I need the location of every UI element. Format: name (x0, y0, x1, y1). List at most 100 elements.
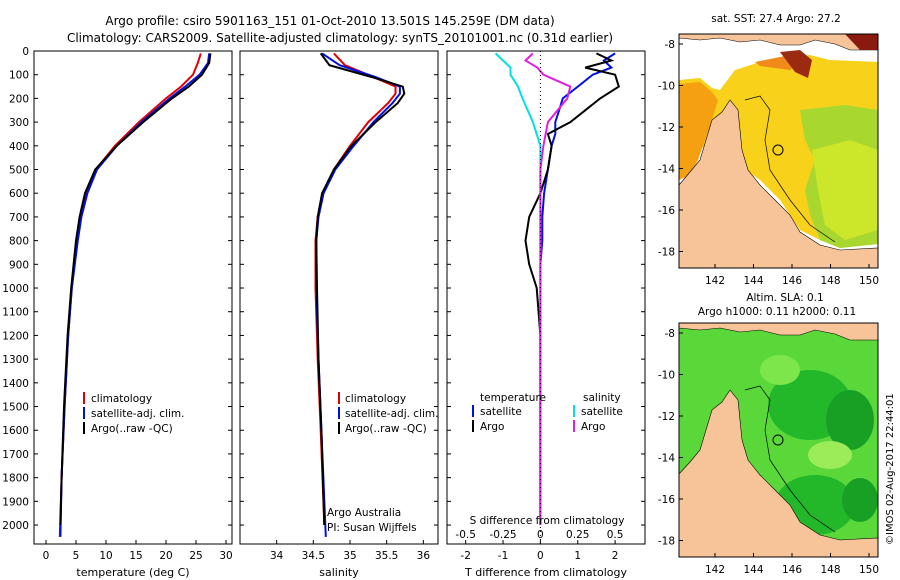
sal-panel-frame (240, 51, 438, 544)
temp-panel-frame (34, 51, 232, 544)
sal-xlabel: salinity (319, 566, 359, 579)
depth-tick-label: 1500 (2, 402, 29, 414)
lat-tick-label: -16 (658, 205, 675, 217)
sla-high-1 (760, 355, 800, 385)
pi-note: PI: Susan Wijffels (327, 522, 417, 534)
x-tick-label: 15 (129, 550, 142, 562)
x-tick-label: 10 (99, 550, 112, 562)
depth-tick-label: 400 (9, 141, 29, 153)
temp-x-ticks: 0 5 10 15 20 25 30 (43, 540, 233, 562)
legend-clim-label: climatology (345, 393, 406, 405)
lat-tick-label: -18 (658, 536, 675, 548)
lon-tick-label: 142 (705, 564, 725, 576)
legend-argo-label: Argo(..raw -QC) (91, 423, 173, 435)
lat-tick-label: -14 (658, 164, 675, 176)
lon-tick-label: 146 (782, 564, 802, 576)
depth-tick-label: 600 (9, 188, 29, 200)
depth-tick-label: 700 (9, 212, 29, 224)
series-line-climatology (316, 53, 396, 525)
depth-tick-label: 1400 (2, 378, 29, 390)
depth-tick-label: 300 (9, 117, 29, 129)
legend-sat-label: satellite-adj. clim. (91, 408, 184, 420)
x-tick-label: 30 (219, 550, 232, 562)
bottom-map-title-2: Argo h1000: 0.11 h2000: 0.11 (698, 306, 856, 318)
org-note: Argo Australia (327, 507, 401, 519)
depth-tick-label: 500 (9, 165, 29, 177)
temp-legend: climatology satellite-adj. clim. Argo(..… (84, 392, 184, 435)
lon-tick-label: 148 (820, 564, 840, 576)
lon-tick-label: 144 (743, 275, 763, 287)
depth-tick-label: 1700 (2, 449, 29, 461)
sla-eddy-2 (826, 390, 874, 450)
depth-tick-label: 1900 (2, 496, 29, 508)
x-tick-label: 35.5 (375, 550, 398, 562)
header-line-2: Climatology: CARS2009. Satellite-adjuste… (67, 31, 613, 45)
figure: Argo profile: csiro 5901163_151 01-Oct-2… (0, 0, 900, 580)
diff-legend-salinity: salinity (583, 392, 621, 404)
lon-tick-label: 142 (705, 275, 725, 287)
x-tick-label: -2 (460, 550, 470, 562)
top-tick-label: 0.25 (566, 529, 589, 541)
top-tick-label: 0.5 (607, 529, 624, 541)
sla-high-2 (808, 441, 852, 469)
bottom-map-title-1: Altim. SLA: 0.1 (746, 292, 823, 304)
x-tick-label: 34 (270, 550, 284, 562)
depth-axis: 0 100 200 300 400 500 600 700 800 900 1000 1100 1200… (2, 46, 645, 532)
sal-x-ticks: 34 34.5 35 35.5 36 (270, 540, 430, 562)
imos-stamp: ©IMOS 02-Aug-2017 22:44:01 (885, 393, 896, 545)
depth-tick-label: 1600 (2, 425, 29, 437)
depth-tick-label: 1000 (2, 283, 29, 295)
top-tick-label: 0 (537, 529, 544, 541)
lat-tick-label: -14 (658, 453, 675, 465)
diff-legend-ssat: satellite (581, 406, 623, 418)
diff-top-label: S difference from climatology (470, 515, 625, 527)
depth-tick-label: 1100 (2, 307, 29, 319)
diff-top-ticks: -0.5 -0.25 0 0.25 0.5 (455, 529, 623, 541)
lon-tick-label: 150 (859, 564, 879, 576)
x-tick-label: 36 (417, 550, 431, 562)
top-map-title: sat. SST: 27.4 Argo: 27.2 (711, 13, 841, 25)
sal-legend: climatology satellite-adj. clim. Argo(..… (339, 392, 438, 435)
lat-tick-label: -12 (658, 411, 675, 423)
series-line-salinity-satellite (496, 53, 541, 525)
x-tick-label: 35 (343, 550, 356, 562)
series-line-satellite-adj-clim- (316, 53, 400, 537)
legend-clim-label: climatology (91, 393, 152, 405)
lat-tick-label: -10 (658, 81, 675, 93)
x-tick-label: 5 (73, 550, 80, 562)
depth-tick-label: 2000 (2, 520, 29, 532)
diff-x-ticks: -2 -1 0 1 2 (460, 540, 618, 562)
x-tick-label: 1 (574, 550, 581, 562)
lon-tick-label: 148 (820, 275, 840, 287)
x-tick-label: 0 (537, 550, 544, 562)
diff-xlabel: T difference from climatology (464, 566, 627, 579)
lon-tick-label: 150 (859, 275, 879, 287)
depth-tick-label: 900 (9, 259, 29, 271)
depth-tick-label: 100 (9, 70, 29, 82)
diff-legend: temperature salinity satellite Argo sate… (473, 392, 623, 433)
lat-tick-label: -8 (665, 39, 675, 51)
lat-tick-label: -12 (658, 122, 675, 134)
x-tick-label: 25 (189, 550, 202, 562)
diff-panel-frame (447, 51, 645, 544)
legend-sat-label: satellite-adj. clim. (345, 408, 438, 420)
salinity-chart (316, 53, 405, 537)
diff-legend-temperature: temperature (480, 392, 546, 404)
depth-tick-label: 1300 (2, 354, 29, 366)
x-tick-label: 34.5 (302, 550, 325, 562)
lat-tick-label: -10 (658, 370, 675, 382)
x-tick-label: -1 (498, 550, 508, 562)
lat-tick-label: -8 (665, 328, 675, 340)
top-tick-label: -0.25 (489, 529, 516, 541)
top-tick-label: -0.5 (455, 529, 476, 541)
lat-tick-label: -18 (658, 247, 675, 259)
series-line-salinity-argo (526, 53, 571, 525)
lon-tick-label: 146 (782, 275, 802, 287)
depth-tick-label: 1800 (2, 473, 29, 485)
x-tick-label: 20 (159, 550, 172, 562)
series-line-argo-raw-qc- (60, 53, 210, 525)
x-tick-label: 0 (43, 550, 50, 562)
diff-legend-sargo: Argo (581, 421, 605, 433)
depth-tick-label: 0 (22, 46, 29, 58)
series-line-argo-raw-qc- (316, 53, 404, 525)
